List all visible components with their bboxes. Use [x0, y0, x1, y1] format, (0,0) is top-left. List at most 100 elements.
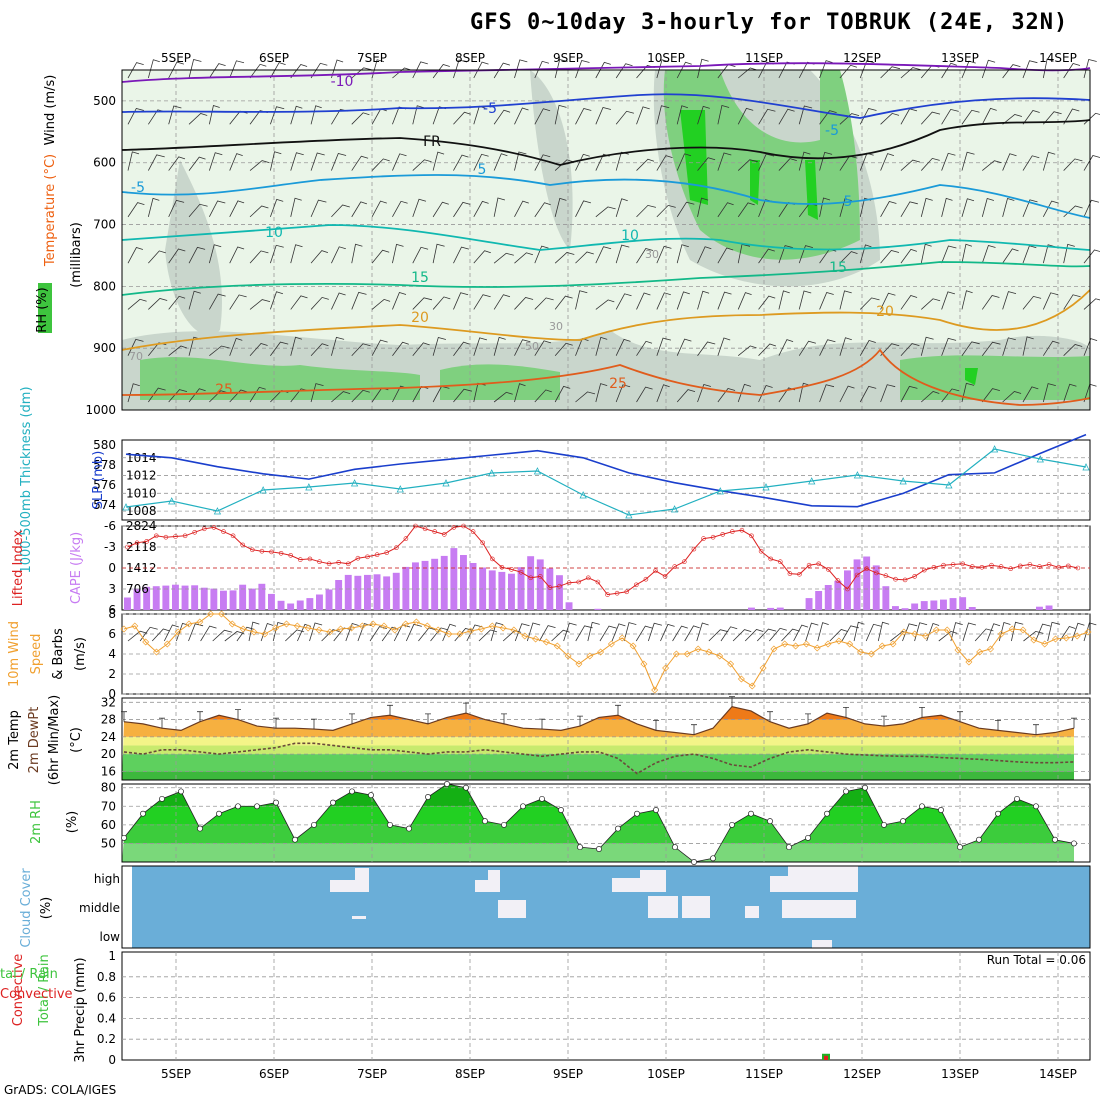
wind-barb [900, 343, 920, 356]
cape-bar [834, 580, 842, 610]
wind-barb [249, 343, 268, 356]
wind-barb [1043, 111, 1062, 125]
rh-marker [330, 799, 336, 806]
wind-barb [615, 63, 633, 79]
wind-barb [310, 383, 324, 403]
lifted-index-marker [192, 529, 197, 535]
wind-barb [982, 160, 1002, 171]
wind-barb [392, 243, 404, 264]
wind-speed-marker [337, 625, 345, 633]
wind-barb [676, 291, 690, 310]
rh-shading [530, 70, 573, 250]
wind-barb [493, 109, 511, 125]
thickness-marker [305, 483, 313, 491]
wind-speed-marker [597, 648, 605, 656]
wind-barb [331, 59, 344, 79]
rh-marker [824, 810, 830, 817]
rh-legend-swatch [38, 283, 52, 333]
lifted-index-marker [989, 562, 994, 568]
wind-barb [310, 343, 329, 356]
pressure-tick: 700 [93, 218, 116, 232]
wind-speed-marker [380, 622, 388, 630]
wind-barb [1042, 292, 1059, 310]
temperature-contour [121, 348, 1091, 406]
rh-marker [1071, 840, 1077, 847]
wind-speed-marker [553, 642, 561, 650]
wind-speed-marker [326, 628, 334, 636]
wind-barb [1063, 243, 1075, 264]
wind-barb [981, 107, 997, 125]
wind-speed-marker [727, 660, 735, 668]
surface-wind-barb [393, 624, 411, 642]
wind-barb [331, 292, 346, 310]
lifted-index-marker [893, 576, 898, 582]
wind-barb [249, 160, 270, 171]
thickness-marker [213, 507, 222, 515]
wind-speed-marker [976, 648, 984, 656]
wind-barb [168, 345, 188, 357]
wind-barb [676, 201, 695, 218]
wind-speed-marker [315, 626, 323, 634]
wind-barb [147, 197, 160, 217]
wind-barb [412, 297, 433, 310]
wind-barb [778, 245, 794, 264]
wind-barb [148, 250, 166, 264]
rh-marker [349, 788, 355, 795]
thickness-marker [1082, 463, 1090, 471]
cape-bar [248, 588, 256, 610]
thickness-marker [168, 497, 176, 505]
wind-speed-marker [348, 624, 355, 632]
wind-barb [697, 105, 710, 125]
wind-barb [880, 292, 896, 310]
wind-speed-marker [228, 620, 236, 628]
surface-wind-barb [454, 628, 474, 642]
temp-max-whisker [1033, 724, 1039, 735]
cape-tick: 2824 [126, 519, 157, 533]
pressure-tick: 800 [93, 279, 116, 293]
wind-barb [514, 339, 531, 356]
wind-barb [595, 206, 616, 218]
slp-line [125, 433, 1087, 508]
cape-axis-label: CAPE (J/kg) [69, 532, 84, 604]
wind-barb [249, 386, 266, 403]
lifted-index-line [127, 525, 1078, 596]
wind-barb [554, 295, 573, 310]
wind-barb [676, 61, 692, 79]
wind-barb [615, 244, 630, 264]
wind-barb [432, 64, 450, 79]
wind-barb [514, 59, 528, 79]
slp-panel-frame [121, 439, 1091, 521]
lifted-index-marker [1046, 562, 1052, 567]
wind-speed-marker [662, 664, 670, 672]
thickness-marker [122, 503, 130, 511]
lifted-index-marker [749, 533, 754, 539]
wind-speed-marker [142, 638, 150, 646]
wind-barb [575, 153, 590, 171]
wind-speed-marker [402, 620, 410, 628]
wind-barb [1002, 391, 1022, 403]
surface-wind-barb [841, 625, 859, 642]
wind-barb [636, 158, 655, 171]
rh-marker [501, 821, 507, 828]
wind-barb [636, 340, 653, 356]
wind-tick: 2 [108, 667, 116, 681]
wind-barb [778, 158, 797, 171]
lifted-index-marker [768, 556, 774, 562]
lifted-index-marker [1066, 563, 1071, 569]
wind-speed-marker [672, 650, 680, 658]
surface-wind-barb [829, 629, 848, 642]
surface-wind-barb [272, 622, 286, 642]
temp-band [122, 719, 1074, 737]
wind-barb [880, 112, 900, 125]
cape-bar [277, 600, 285, 610]
wind-barb [839, 337, 852, 356]
wind-barb [168, 199, 185, 218]
wind-barb [676, 244, 689, 264]
surface-wind-barb [490, 622, 504, 642]
lifted-index-marker [1008, 566, 1014, 572]
surface-wind-barb [793, 624, 809, 642]
top-date-label: 14SEP [1039, 51, 1077, 65]
wind-barb [270, 244, 284, 264]
surface-wind-barb [635, 625, 653, 642]
temperature-label: 10 [621, 228, 639, 244]
